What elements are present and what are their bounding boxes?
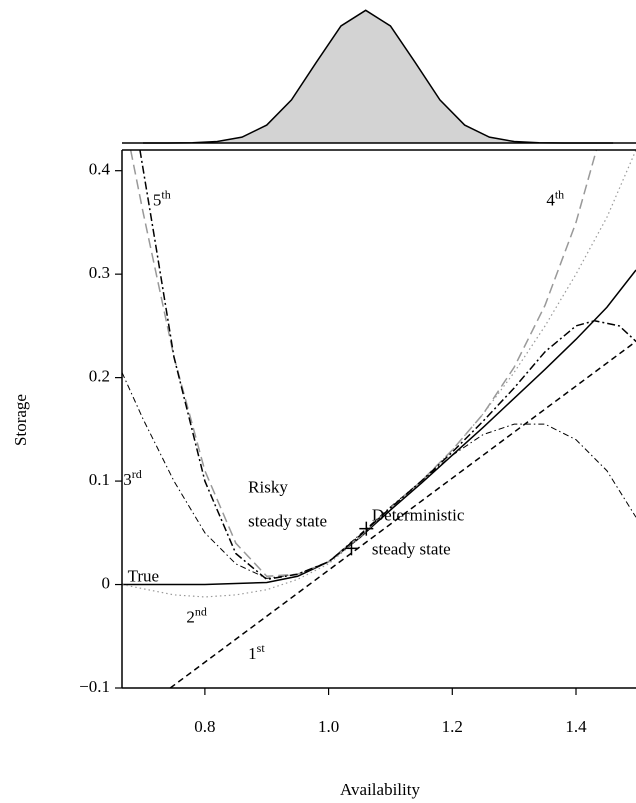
y-tick-label: 0.4 [89, 160, 111, 179]
series-label-sup: th [555, 187, 564, 201]
series-label-sup: th [161, 187, 170, 201]
x-tick-label: 0.8 [194, 717, 215, 736]
y-tick-label: 0.1 [89, 470, 110, 489]
point-label: steady state [248, 511, 327, 530]
series-label-text: 2 [186, 608, 195, 627]
x-axis-title: Availability [340, 780, 420, 799]
series-label-sup: rd [132, 467, 142, 481]
series-label-text: 4 [546, 191, 555, 210]
series-line [169, 340, 636, 688]
series-label: 1st [248, 641, 265, 663]
y-tick-label: 0.2 [89, 367, 110, 386]
plot-area [122, 150, 636, 688]
y-axis-title: Storage [11, 394, 30, 446]
x-tick-label: 1.2 [442, 717, 463, 736]
density-area [143, 10, 614, 143]
series-label-text: True [128, 566, 160, 585]
series-label: 3rd [123, 467, 142, 489]
series-label-sup: nd [195, 604, 207, 618]
series-label-text: 3 [123, 470, 132, 489]
point-label: steady state [372, 539, 451, 558]
point-label: Deterministic [372, 505, 465, 524]
point-label: Risky [248, 477, 288, 496]
y-tick-label: 0 [102, 573, 111, 592]
series-label-sup: st [257, 641, 266, 655]
x-tick-label: 1.0 [318, 717, 339, 736]
series-label-text: 5 [153, 191, 162, 210]
y-tick-label: −0.1 [79, 677, 110, 696]
series-line [129, 150, 598, 578]
series-label: True [128, 566, 160, 585]
x-tick-label: 1.4 [565, 717, 587, 736]
series-label: 4th [546, 187, 564, 209]
series-label-text: 1 [248, 644, 257, 663]
series-label: 5th [153, 187, 171, 209]
series-line [122, 269, 636, 586]
y-tick-label: 0.3 [89, 263, 110, 282]
series-line [122, 150, 636, 598]
series-label: 2nd [186, 604, 207, 626]
series-line [139, 150, 636, 581]
